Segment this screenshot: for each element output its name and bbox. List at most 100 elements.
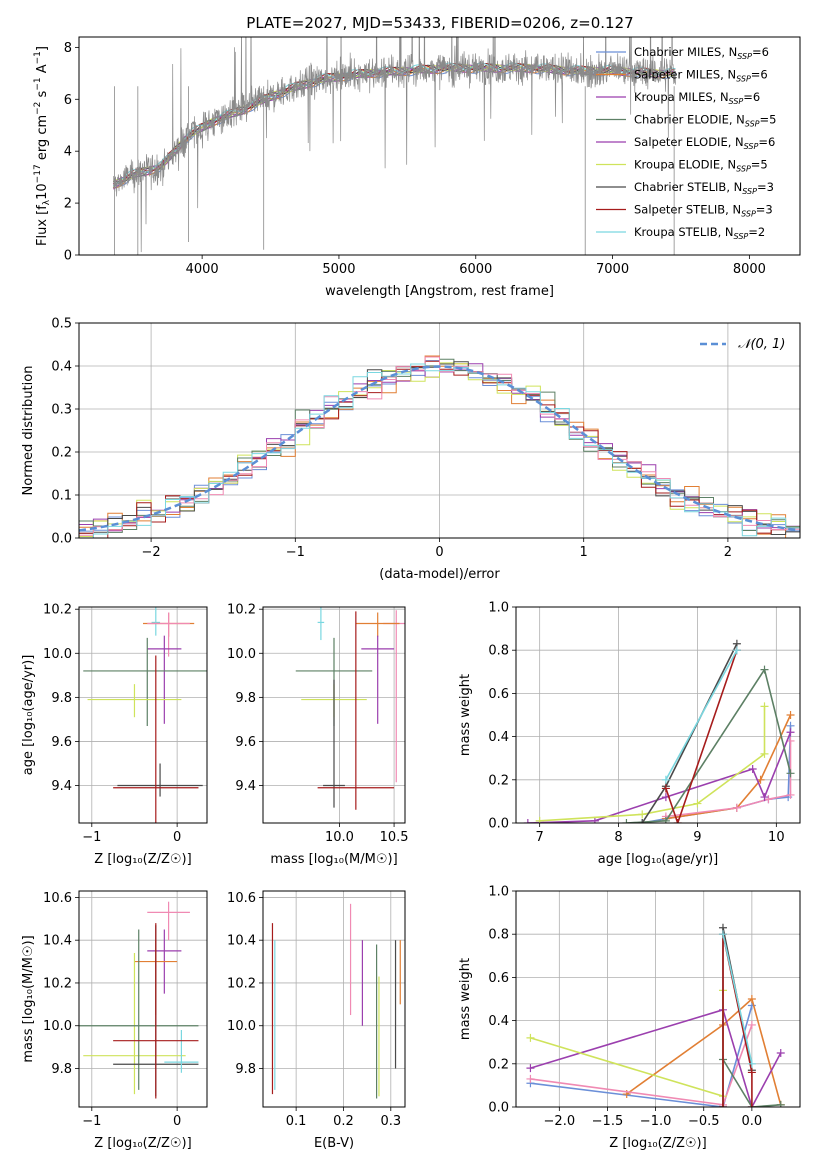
x-axis-label: Z [log₁₀(Z/Z☉)] xyxy=(94,1136,191,1151)
x-tick-label: 0.3 xyxy=(380,1114,401,1129)
weight-series-marker xyxy=(590,816,599,823)
weight-series-marker xyxy=(526,1033,535,1042)
weight-series-marker xyxy=(661,775,670,784)
y-tick-label: 0.8 xyxy=(488,928,509,943)
legend-count: =2 xyxy=(748,225,765,239)
weight-series-line xyxy=(626,997,782,1106)
y-tick-label: 0.0 xyxy=(488,817,509,832)
plot-frame xyxy=(78,322,801,539)
errorbar-point xyxy=(323,679,345,808)
weight-series-marker xyxy=(747,1103,756,1107)
mass-vs-ebv-panel: 0.1 0.2 0.3 9.8 10.0 10.2 10.4 10.6 E(B-V) xyxy=(227,890,406,1151)
errorbar-point xyxy=(113,923,199,1099)
y-tick-label: 0.3 xyxy=(51,403,72,418)
plot-area xyxy=(295,607,405,810)
x-tick-label: 2 xyxy=(724,545,732,560)
legend-name: Salpeter MILES, N xyxy=(634,68,736,82)
y-tick-label: 9.6 xyxy=(51,735,72,750)
y-tick-label: 0.8 xyxy=(488,644,509,659)
x-axis-label: wavelength [Angstrom, rest frame] xyxy=(325,284,554,299)
plot-area xyxy=(79,901,199,1099)
y-axis-label: Flux [fλ10−17 erg cm−2 s−1 A−1] xyxy=(33,46,52,246)
x-tick-label: 10.5 xyxy=(380,830,409,845)
weight-series-marker xyxy=(526,1074,535,1083)
weight-vs-Z-panel: −2.0 −1.5 −1.0 −0.5 0.0 0.0 0.2 0.4 0.6 0.8 1.0 Z [… xyxy=(458,885,801,1151)
x-axis-label: Z [log₁₀(Z/Z☉)] xyxy=(609,1136,706,1151)
weight-series-line xyxy=(722,1059,781,1107)
legend-name: Salpeter ELODIE, N xyxy=(634,135,744,149)
y-axis-label-part: −2 xyxy=(33,102,43,115)
y-tick-label: 0.2 xyxy=(51,446,72,461)
errorbar-point xyxy=(355,612,400,637)
x-tick-label: −1 xyxy=(82,1114,101,1129)
x-tick-label: 4000 xyxy=(186,262,219,277)
plot-frame xyxy=(262,890,406,1108)
y-axis-label: mass weight xyxy=(458,674,473,756)
y-axis-label-part: A xyxy=(35,64,50,77)
x-axis-label: Z [log₁₀(Z/Z☉)] xyxy=(94,852,191,867)
y-tick-label: 10.0 xyxy=(227,647,256,662)
plot-area xyxy=(83,607,207,823)
x-tick-label: 9 xyxy=(693,830,701,845)
figure-title: PLATE=2027, MJD=53433, FIBERID=0206, z=0… xyxy=(246,14,633,32)
y-axis-label-part: erg cm xyxy=(35,115,50,164)
weight-series-marker xyxy=(661,816,670,823)
y-tick-label: 10.6 xyxy=(227,891,256,906)
weight-series-line xyxy=(530,1008,782,1107)
weight-series-marker xyxy=(718,1103,727,1107)
errorbar-point xyxy=(361,635,395,724)
errorbar-point xyxy=(164,1030,199,1073)
errorbar-point xyxy=(151,607,161,636)
errorbar-point xyxy=(83,637,207,727)
errorbar-point xyxy=(113,655,199,823)
weight-series-marker xyxy=(747,1020,756,1029)
legend-label: 𝒩(0, 1) xyxy=(738,337,785,352)
weight-series-line xyxy=(665,714,792,820)
y-tick-label: 0.1 xyxy=(51,489,72,504)
legend-count: =6 xyxy=(743,90,760,104)
y-tick-label: 2 xyxy=(64,197,72,212)
x-tick-label: 0.0 xyxy=(742,1114,763,1129)
weight-series-marker xyxy=(526,1064,535,1073)
x-tick-label: 6000 xyxy=(459,262,492,277)
weight-vs-age-panel: 7 8 9 10 0.0 0.2 0.4 0.6 0.8 1.0 age [log₁₀(age/yr… xyxy=(458,601,801,867)
y-tick-label: 10.2 xyxy=(227,603,256,618)
legend-sub: SSP xyxy=(736,75,751,84)
plot-area xyxy=(523,639,795,823)
weight-series-line xyxy=(642,725,792,823)
y-tick-label: 0.6 xyxy=(488,971,509,986)
plot-area xyxy=(271,903,401,1099)
weight-series-line xyxy=(722,934,753,1064)
y-tick-label: 9.8 xyxy=(51,1062,72,1077)
legend-name: Kroupa ELODIE, N xyxy=(634,158,736,172)
plot-area xyxy=(79,355,800,538)
plot-frame xyxy=(515,606,801,824)
weight-series-marker xyxy=(535,816,544,823)
spectrum-panel: 4000 5000 6000 7000 8000 0 2 4 6 8 wavelength [Ang… xyxy=(33,36,801,299)
x-tick-label: −2.0 xyxy=(544,1114,576,1129)
x-tick-label: −1 xyxy=(82,830,101,845)
y-tick-label: 10.2 xyxy=(43,603,72,618)
y-tick-label: 0.0 xyxy=(488,1101,509,1116)
weight-series-marker xyxy=(622,819,631,823)
x-tick-label: 10 xyxy=(768,830,785,845)
y-axis-label: mass [log₁₀(M/M☉)] xyxy=(21,935,36,1062)
legend-count: =6 xyxy=(758,135,775,149)
x-tick-label: −1.5 xyxy=(592,1114,624,1129)
weight-series-line xyxy=(665,649,738,823)
y-tick-label: 10.0 xyxy=(43,647,72,662)
observed-spectrum-line xyxy=(113,37,676,253)
y-tick-label: 4 xyxy=(64,145,72,160)
x-tick-label: 0 xyxy=(173,1114,181,1129)
plot-area xyxy=(526,923,785,1107)
plot-frame xyxy=(515,890,801,1108)
weight-series-marker xyxy=(786,769,795,778)
weight-series-marker xyxy=(747,1068,756,1077)
y-axis-label: Normed distribution xyxy=(21,366,36,496)
errorbar-point xyxy=(147,635,182,724)
weight-series-marker xyxy=(638,810,647,819)
errorbar-point xyxy=(79,929,199,1090)
y-tick-label: 9.4 xyxy=(51,779,72,794)
errorbar-point xyxy=(317,611,395,810)
